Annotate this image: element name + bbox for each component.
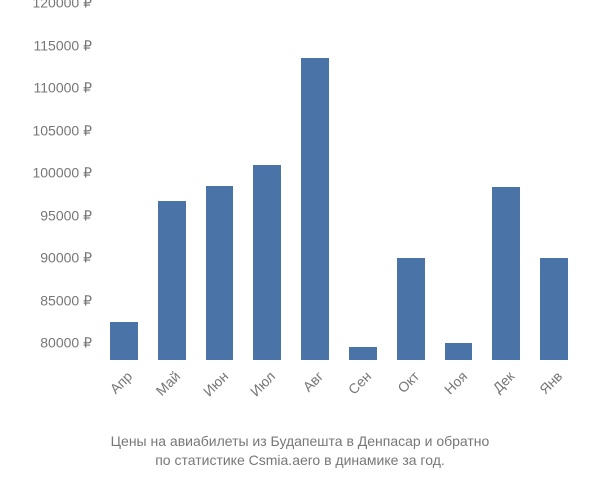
bar	[540, 258, 568, 360]
x-tick-label: Авг	[300, 368, 327, 395]
x-tick-label: Ноя	[440, 368, 469, 397]
y-tick-label: 80000 ₽	[40, 335, 92, 352]
bar	[445, 343, 473, 360]
bar	[301, 58, 329, 360]
bar	[397, 258, 425, 360]
y-tick-label: 105000 ₽	[32, 122, 92, 139]
caption-line-2: по статистике Csmia.aero в динамике за г…	[155, 452, 445, 468]
y-tick-label: 100000 ₽	[32, 165, 92, 182]
x-tick-label: Июл	[247, 368, 278, 399]
y-tick-label: 110000 ₽	[34, 80, 92, 97]
bar	[110, 322, 138, 360]
bars-group	[100, 20, 578, 360]
bar	[349, 347, 377, 360]
x-tick-label: Июн	[199, 368, 230, 399]
y-tick-label: 90000 ₽	[40, 250, 92, 267]
y-tick-label: 85000 ₽	[40, 292, 92, 309]
x-tick-label: Окт	[394, 368, 422, 396]
chart-caption: Цены на авиабилеты из Будапешта в Денпас…	[0, 432, 600, 470]
x-tick-label: Дек	[490, 368, 518, 396]
bar	[253, 165, 281, 361]
bar	[206, 186, 234, 360]
bar	[158, 201, 186, 360]
caption-line-1: Цены на авиабилеты из Будапешта в Денпас…	[111, 433, 490, 449]
x-tick-label: Сен	[345, 368, 374, 397]
y-tick-label: 95000 ₽	[40, 207, 92, 224]
y-tick-label: 115000 ₽	[34, 37, 92, 54]
y-tick-label: 120000 ₽	[32, 0, 92, 12]
x-tick-label: Янв	[536, 368, 565, 397]
price-chart: 80000 ₽ 85000 ₽ 90000 ₽ 95000 ₽ 100000 ₽ 1050…	[0, 0, 600, 500]
x-tick-label: Май	[152, 368, 183, 399]
bar	[492, 187, 520, 360]
x-tick-label: Апр	[106, 368, 135, 397]
plot-area: 80000 ₽85000 ₽90000 ₽95000 ₽100000 ₽1050…	[100, 20, 578, 360]
